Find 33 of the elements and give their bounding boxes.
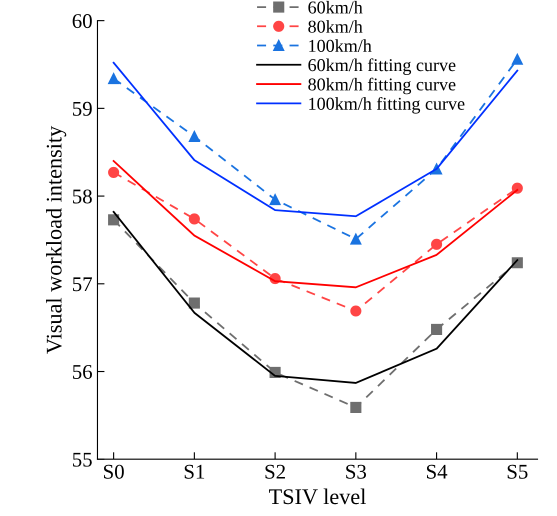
x-tick-label: S3 xyxy=(346,464,366,479)
legend-label: 60km/h xyxy=(308,0,363,14)
y-tick-label: 59 xyxy=(72,102,92,116)
legend-label: 100km/h xyxy=(309,39,372,52)
y-tick-label: 56 xyxy=(72,364,92,379)
point xyxy=(108,214,120,226)
point xyxy=(188,298,200,309)
point xyxy=(512,54,523,65)
point xyxy=(270,194,281,206)
point xyxy=(108,166,120,178)
y-tick-label: 60 xyxy=(72,14,92,28)
point xyxy=(350,234,362,245)
point xyxy=(188,213,200,224)
legend-label: 80km/h fitting curve xyxy=(308,78,456,94)
x-tick-label: S4 xyxy=(426,464,448,479)
point xyxy=(431,238,442,250)
point xyxy=(431,324,442,335)
legend-label: 60km/h fitting curve xyxy=(308,58,456,75)
y-tick-label: 58 xyxy=(72,189,92,204)
x-tick-label: S1 xyxy=(184,464,204,479)
point xyxy=(350,402,362,414)
y-axis-title: Visual workload intensity xyxy=(46,126,66,354)
x-tick-label: S2 xyxy=(265,464,285,479)
point xyxy=(350,305,362,317)
legend-label: 80km/h xyxy=(308,20,363,33)
y-tick-label: 57 xyxy=(72,277,92,292)
x-tick-label: S0 xyxy=(104,464,124,479)
legend-label: 100km/h fitting curve xyxy=(309,96,464,114)
point xyxy=(188,130,200,142)
y-tick-label: 55 xyxy=(72,452,92,467)
point xyxy=(108,72,120,84)
x-tick-label: S5 xyxy=(508,464,528,479)
x-axis-title: TSIV level xyxy=(269,488,366,504)
